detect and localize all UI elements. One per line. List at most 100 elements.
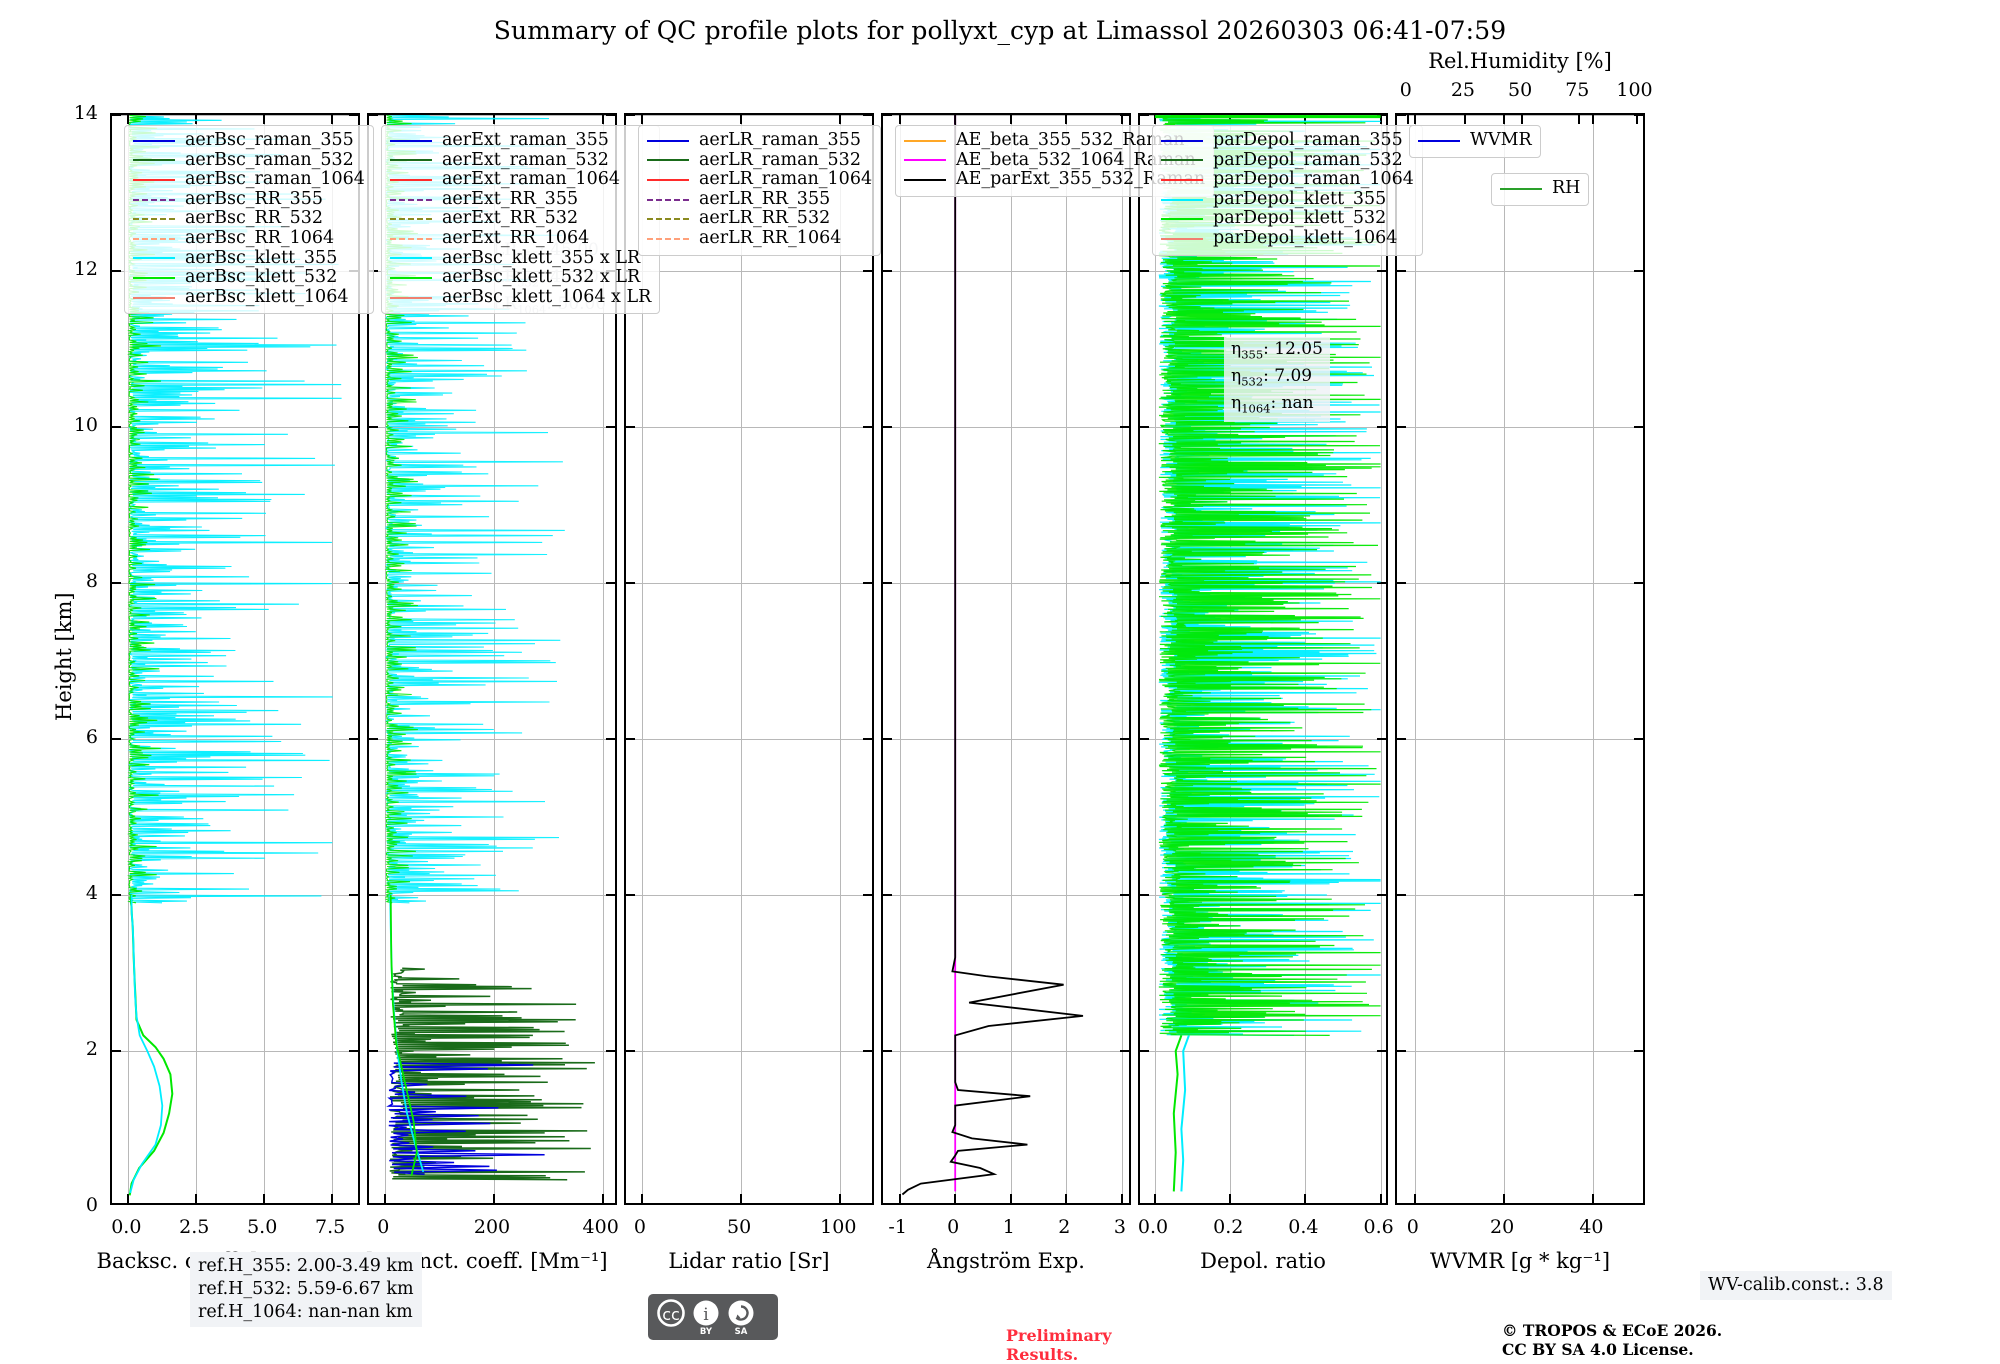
x-tick-mark xyxy=(839,1194,842,1203)
x-tick-label: -1 xyxy=(888,1216,907,1238)
legend-swatch-raman_532 xyxy=(390,159,432,162)
svg-text:SA: SA xyxy=(735,1327,748,1336)
y-tick-mark xyxy=(863,894,872,896)
x-tick-mark-top xyxy=(1463,115,1466,124)
legend-entry: AE_beta_532_1064_Raman xyxy=(904,150,1205,171)
gridline-h xyxy=(112,1051,358,1052)
y-tick-mark xyxy=(369,738,378,740)
gridline-h xyxy=(1397,895,1643,896)
legend-label: aerBsc_klett_1064 xyxy=(185,286,349,307)
gridline-v xyxy=(1155,115,1157,1203)
y-tick-mark xyxy=(1377,426,1386,428)
footer-line: CC BY SA 4.0 License. xyxy=(1502,1340,1694,1359)
panel-angstrom: AE_beta_355_532_Raman AE_beta_532_1064_Ra… xyxy=(881,113,1215,1205)
gridline-v xyxy=(1414,115,1416,1203)
legend-swatch-klett_355 xyxy=(390,257,432,260)
legend-swatch-rr_1064 xyxy=(647,237,689,240)
y-tick-mark xyxy=(606,1050,615,1052)
legend-entry: aerBsc_RR_532 xyxy=(133,209,365,229)
x-tick-label: 2 xyxy=(1058,1216,1071,1238)
legend-label: parDepol_klett_355 xyxy=(1213,188,1387,209)
legend-label: aerExt_RR_1064 xyxy=(442,227,590,248)
legend-swatch-rr_532 xyxy=(390,218,432,221)
gridline-v xyxy=(1121,115,1123,1203)
legend-entry: parDepol_raman_355 xyxy=(1161,130,1414,151)
y-tick-mark xyxy=(883,894,892,896)
y-tick-mark xyxy=(349,894,358,896)
y-tick-mark xyxy=(1140,894,1149,896)
y-tick-mark xyxy=(112,115,121,116)
legend-swatch-klett_1064 xyxy=(133,296,175,299)
x-tick-mark xyxy=(127,1194,130,1203)
svg-text:cc: cc xyxy=(662,1305,680,1324)
gridline-h xyxy=(369,583,615,584)
y-tick-label: 6 xyxy=(85,726,98,748)
x-tick-mark xyxy=(898,1194,901,1203)
y-tick-mark xyxy=(349,1050,358,1052)
y-tick-mark xyxy=(1634,115,1643,116)
gridline-v xyxy=(385,115,387,1203)
x-tick-mark xyxy=(640,115,643,124)
legend-entry: RH xyxy=(1500,178,1580,199)
gridline-v xyxy=(1504,115,1506,1203)
y-tick-label: 2 xyxy=(85,1038,98,1060)
legend-entry: aerLR_RR_355 xyxy=(647,189,872,210)
legend-swatch-rr_1064 xyxy=(133,237,175,240)
axis-title-top-wvmr-rh: Rel.Humidity [%] xyxy=(1428,49,1612,73)
legend-entry: aerLR_raman_355 xyxy=(647,130,872,151)
legend-entry: aerExt_RR_1064 xyxy=(390,227,651,249)
x-tick-label: 7.5 xyxy=(314,1216,346,1238)
legend-label: aerLR_raman_532 xyxy=(699,149,861,170)
y-tick-mark xyxy=(349,115,358,116)
legend-label: parDepol_raman_532 xyxy=(1213,149,1403,170)
curves-lidar-ratio xyxy=(626,115,874,1205)
legend-depol-ratio: parDepol_raman_355 parDepol_raman_532 parD… xyxy=(1152,125,1423,256)
legend-swatch-klett_532 xyxy=(133,276,175,279)
legend-entry: parDepol_klett_355 xyxy=(1161,188,1414,210)
gridline-h xyxy=(626,271,872,272)
legend-entry: aerBsc_raman_1064 xyxy=(133,170,365,190)
legend-swatch-raman_532 xyxy=(647,159,689,162)
y-tick-mark xyxy=(883,582,892,584)
legend-swatch-rr_355 xyxy=(390,198,432,201)
legend-entry: aerBsc_raman_355 xyxy=(133,130,365,151)
y-tick-mark xyxy=(626,426,635,428)
gridline-v xyxy=(196,115,198,1203)
legend-swatch-klett_1064 xyxy=(1161,237,1203,240)
gridline-h xyxy=(1397,427,1643,428)
x-tick-label-top: 25 xyxy=(1450,79,1476,101)
y-tick-mark xyxy=(1397,894,1406,896)
x-tick-mark xyxy=(1154,115,1157,124)
y-tick-mark xyxy=(606,582,615,584)
gridline-h xyxy=(369,115,615,116)
legend-label: aerBsc_klett_355 xyxy=(185,247,338,268)
y-tick-mark xyxy=(1634,894,1643,896)
y-tick-mark xyxy=(606,426,615,428)
x-tick-mark xyxy=(1379,1194,1382,1203)
x-tick-mark xyxy=(740,115,743,124)
y-tick-mark xyxy=(1120,894,1129,896)
preliminary-results-note: Preliminary Results. xyxy=(1006,1326,1112,1364)
legend-entry: aerLR_raman_1064 xyxy=(647,170,872,190)
x-tick-label: 100 xyxy=(820,1216,857,1238)
cc-license-badge[interactable]: cc i BY SA xyxy=(648,1294,778,1340)
y-tick-mark xyxy=(883,115,892,116)
gridline-v xyxy=(1066,115,1068,1203)
legend-label: parDepol_klett_532 xyxy=(1213,208,1387,229)
legend-label: aerExt_raman_355 xyxy=(442,130,609,150)
legend-entry: aerBsc_RR_355 xyxy=(133,189,365,210)
legend-label: aerBsc_klett_1064 x LR xyxy=(442,286,652,307)
gridline-v xyxy=(641,115,643,1203)
y-tick-mark xyxy=(1120,738,1129,740)
footer-line: Results. xyxy=(1006,1345,1079,1364)
x-tick-mark xyxy=(1154,1194,1157,1203)
annot-line: η532: 7.09 xyxy=(1231,365,1313,389)
x-tick-label: 3 xyxy=(1113,1216,1126,1238)
legend-entry: aerExt_raman_355 xyxy=(390,130,651,151)
legend-swatch-ae_beta_532_1064 xyxy=(904,159,946,162)
x-tick-mark xyxy=(1503,1194,1506,1203)
x-tick-mark xyxy=(1592,115,1595,124)
x-tick-label: 0 xyxy=(377,1216,390,1238)
panel-wvmr-rh: WVMR RH xyxy=(1395,113,1645,1205)
y-tick-mark xyxy=(863,1050,872,1052)
